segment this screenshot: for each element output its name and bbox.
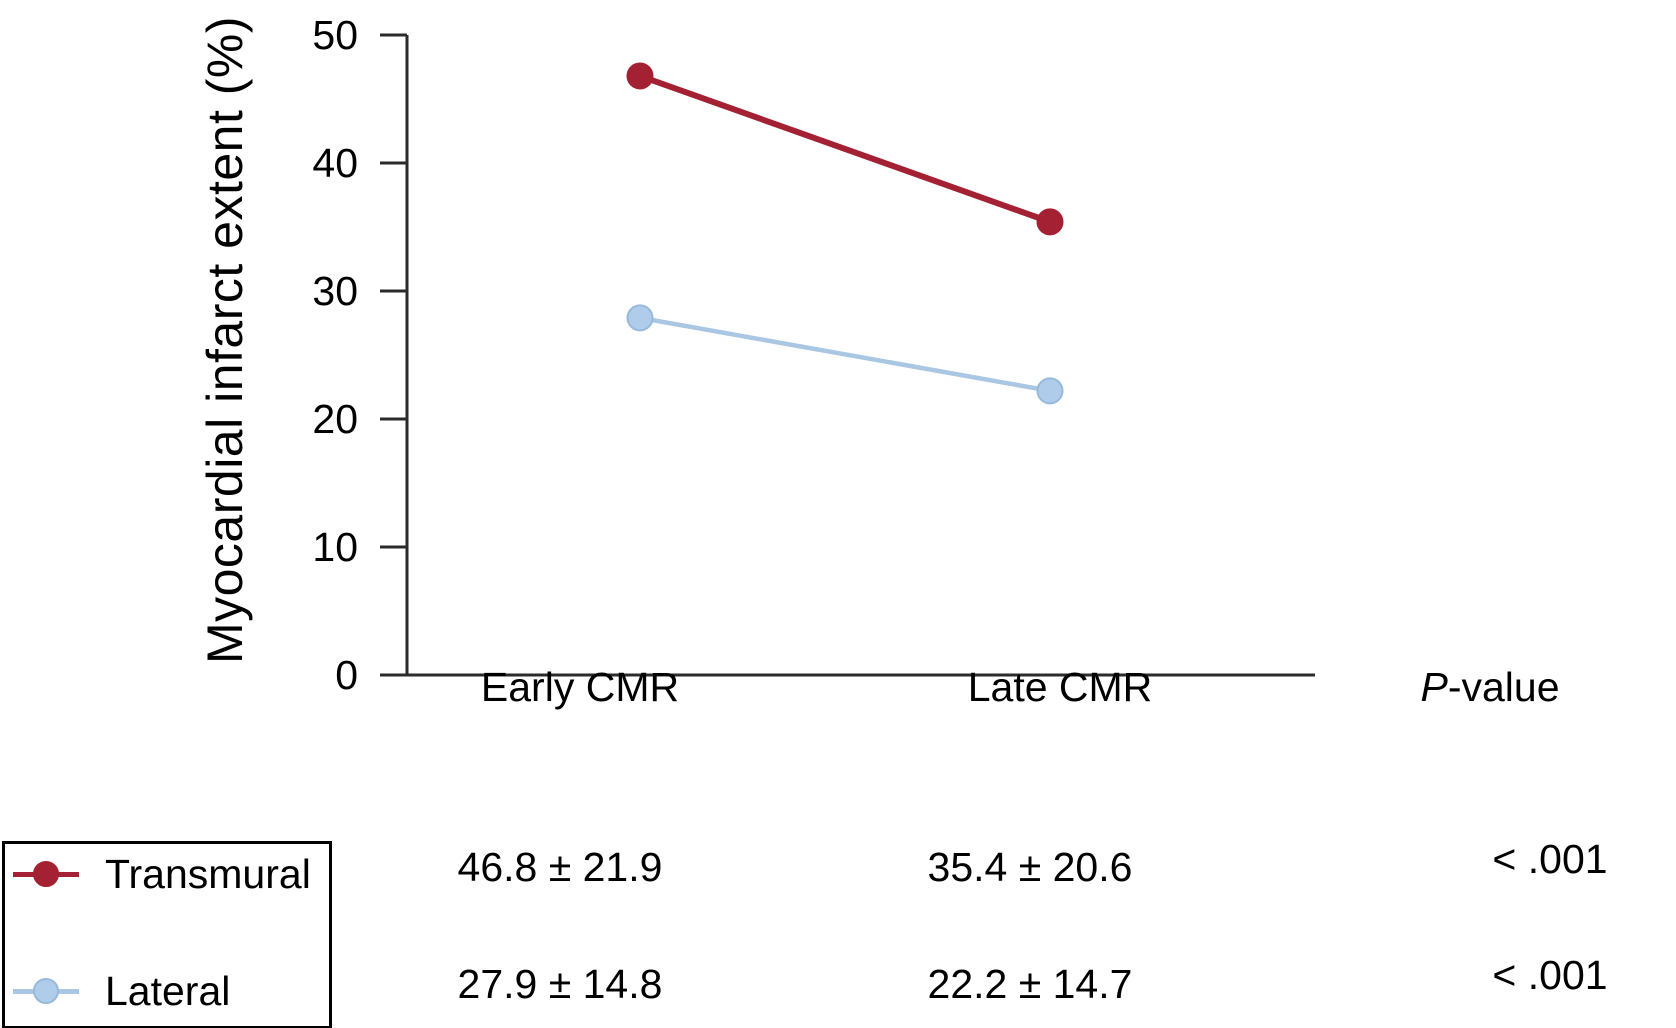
y-tick-label-50: 50 — [312, 12, 358, 58]
data-point-lateral-early-cmr — [626, 304, 654, 332]
x-label-p-value: P-value — [1350, 664, 1630, 711]
series-line-transmural — [637, 72, 1053, 225]
p-value-header-italic-p: P — [1420, 664, 1448, 710]
x-label-late-cmr: Late CMR — [967, 664, 1153, 710]
data-point-lateral-late-cmr — [1036, 377, 1064, 405]
lateral-line-marker-icon — [13, 969, 79, 1013]
p-value-header-rest: -value — [1447, 664, 1560, 710]
data-point-transmural-late-cmr — [1036, 208, 1064, 236]
cell-transmural-early: 46.8 ± 21.9 — [457, 844, 663, 890]
transmural-line-marker-icon — [13, 852, 79, 896]
cell-lateral-p-value: < .001 — [1492, 952, 1608, 998]
legend-label-lateral: Lateral — [105, 967, 231, 1014]
cell-lateral-late: 22.2 ± 14.7 — [927, 961, 1133, 1007]
series-line-lateral — [637, 315, 1053, 394]
y-tick-label-20: 20 — [312, 396, 358, 442]
y-tick-label-30: 30 — [312, 268, 358, 314]
legend-entry-transmural: Transmural — [5, 850, 329, 897]
x-label-early-cmr: Early CMR — [480, 664, 680, 710]
cell-transmural-late: 35.4 ± 20.6 — [927, 844, 1133, 890]
y-tick-label-0: 0 — [335, 652, 358, 698]
legend-box: Transmural Lateral — [2, 841, 332, 1028]
legend-entry-lateral: Lateral — [5, 967, 329, 1014]
y-tick-label-40: 40 — [312, 140, 358, 186]
y-tick-label-10: 10 — [312, 524, 358, 570]
legend-label-transmural: Transmural — [105, 850, 311, 897]
cell-lateral-early: 27.9 ± 14.8 — [457, 961, 663, 1007]
cell-transmural-p-value: < .001 — [1492, 836, 1608, 882]
y-axis-label: Myocardial infarct extent (%) — [197, 15, 253, 665]
data-point-transmural-early-cmr — [626, 62, 654, 90]
